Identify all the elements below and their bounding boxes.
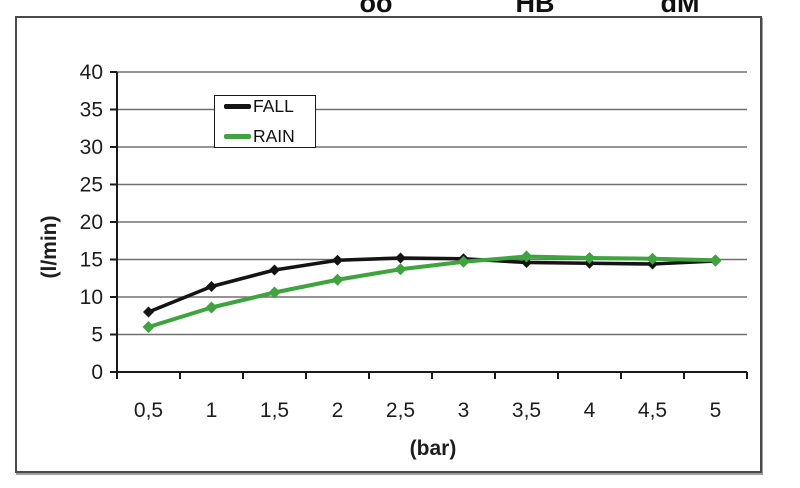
data-point-rain bbox=[394, 263, 407, 276]
cropped-text-fragment: öö bbox=[360, 0, 393, 13]
chart-frame: 0 5 10 15 20 25 30 35 40 0,5 1 1,5 2 2,5 3 3,5 4 4,5 5 (l/… bbox=[15, 16, 762, 473]
legend-item-fall: FALL bbox=[224, 96, 315, 117]
cropped-header-text: öö HB dM bbox=[0, 0, 800, 13]
x-tick-label: 4 bbox=[584, 399, 596, 422]
x-tick-label: 3 bbox=[458, 399, 470, 422]
data-point-rain bbox=[331, 273, 344, 286]
data-point-rain bbox=[142, 321, 155, 333]
legend-swatch-fall-icon bbox=[224, 104, 251, 109]
series-line-rain bbox=[146, 254, 718, 329]
y-tick-label: 0 bbox=[91, 361, 103, 384]
data-point-fall bbox=[395, 252, 406, 264]
x-tick-label: 1 bbox=[206, 399, 218, 422]
data-point-fall bbox=[269, 264, 280, 276]
series-line-fall bbox=[146, 256, 718, 314]
chart-legend: FALL RAIN bbox=[214, 95, 316, 148]
x-tick-label: 0,5 bbox=[134, 399, 163, 422]
data-point-rain bbox=[520, 250, 533, 263]
legend-swatch-rain-icon bbox=[224, 134, 251, 139]
x-tick-label: 3,5 bbox=[512, 399, 541, 422]
legend-label-fall: FALL bbox=[253, 96, 294, 116]
data-point-rain bbox=[646, 252, 659, 265]
x-tick-label: 5 bbox=[710, 399, 722, 422]
x-tick-label: 4,5 bbox=[638, 399, 667, 422]
y-tick-label: 10 bbox=[80, 286, 103, 309]
flow-rate-line-chart: 0 5 10 15 20 25 30 35 40 0,5 1 1,5 2 2,5 3 3,5 4 4,5 5 bbox=[80, 61, 748, 422]
legend-label-rain: RAIN bbox=[253, 126, 295, 146]
y-axis-title: (l/min) bbox=[38, 215, 61, 279]
y-tick-label: 5 bbox=[91, 324, 103, 347]
cropped-text-fragment: HB bbox=[516, 0, 555, 13]
data-point-rain bbox=[583, 252, 596, 264]
y-tick-label: 20 bbox=[80, 211, 103, 234]
legend-item-rain: RAIN bbox=[224, 126, 315, 147]
data-point-fall bbox=[206, 281, 217, 292]
data-point-rain bbox=[205, 301, 218, 314]
x-axis-title: (bar) bbox=[409, 437, 457, 460]
y-tick-label: 30 bbox=[80, 136, 103, 159]
x-tick-label: 2,5 bbox=[386, 399, 415, 422]
data-point-fall bbox=[143, 306, 154, 318]
data-point-rain bbox=[457, 255, 470, 268]
x-tick-label: 1,5 bbox=[260, 399, 289, 422]
y-tick-label: 15 bbox=[80, 249, 103, 272]
data-point-rain bbox=[709, 254, 722, 267]
data-point-fall bbox=[332, 254, 343, 266]
y-tick-label: 35 bbox=[80, 99, 103, 122]
data-point-rain bbox=[268, 286, 281, 299]
y-tick-label: 40 bbox=[80, 61, 103, 84]
cropped-text-fragment: dM bbox=[661, 0, 700, 13]
x-tick-label: 2 bbox=[332, 399, 344, 422]
y-tick-label: 25 bbox=[80, 174, 103, 197]
